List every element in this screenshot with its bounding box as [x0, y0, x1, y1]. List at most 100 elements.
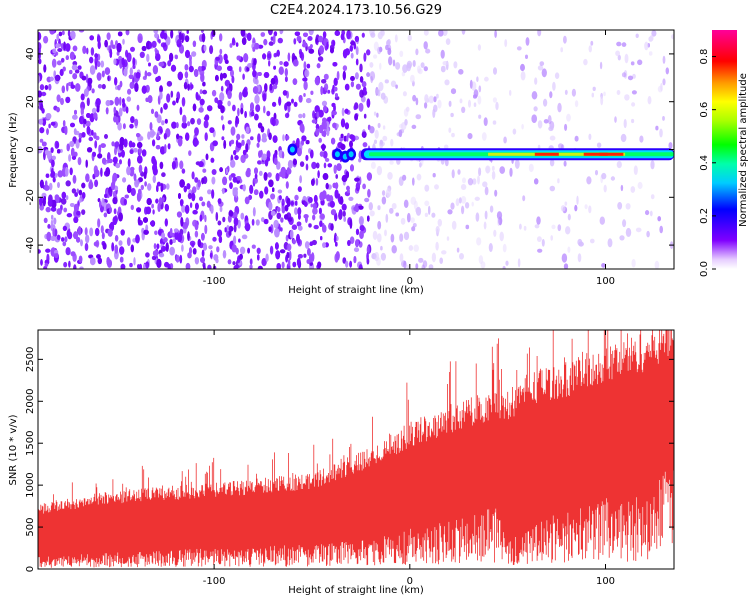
spectrogram-noise-cell: [44, 85, 49, 90]
spectrogram-noise-cell: [363, 52, 367, 62]
spectrogram-noise-cell: [577, 253, 582, 263]
spectrogram-noise-cell: [311, 178, 315, 186]
spectrogram-panel: -100 0 100 -40 -20 0 20 40 Height of straight l…: [8, 29, 675, 296]
spectrogram-noise-cell: [159, 91, 163, 100]
spectrogram-noise-cell: [624, 94, 630, 101]
spectrogram-noise-cell: [210, 157, 215, 163]
spectrogram-noise-cell: [69, 203, 75, 207]
spectrogram-noise-cell: [416, 173, 422, 181]
spectrogram-noise-cell: [262, 53, 267, 60]
spectrogram-noise-cell: [152, 250, 159, 257]
spectrogram-noise-cell: [303, 80, 308, 91]
spectrogram-noise-cell: [590, 238, 595, 244]
spectrogram-y-tick-label: 20: [25, 95, 36, 108]
spectrogram-noise-cell: [154, 111, 159, 118]
spectrogram-noise-cell: [170, 64, 177, 72]
spectrogram-noise-cell: [298, 95, 303, 103]
spectrogram-noise-cell: [50, 147, 54, 154]
spectrogram-noise-cell: [112, 44, 116, 49]
spectrogram-noise-cell: [268, 41, 274, 46]
spectrogram-noise-cell: [323, 73, 329, 80]
spectrogram-noise-cell: [398, 129, 403, 138]
spectrogram-noise-cell: [46, 150, 52, 160]
spectrogram-noise-cell: [390, 80, 397, 88]
spectrogram-noise-cell: [330, 223, 334, 231]
spectrogram-noise-cell: [620, 184, 624, 192]
spectrogram-noise-cell: [60, 57, 65, 63]
spectrogram-noise-cell: [536, 216, 541, 225]
spectrogram-noise-cell: [278, 96, 282, 106]
spectrogram-noise-cell: [333, 103, 336, 113]
spectrogram-noise-cell: [610, 176, 616, 181]
spectrogram-noise-cell: [525, 54, 528, 59]
spectrogram-noise-cell: [38, 249, 41, 254]
spectrogram-noise-cell: [133, 257, 136, 266]
spectrogram-noise-cell: [310, 203, 313, 208]
spectrogram-noise-cell: [292, 239, 296, 245]
spectrogram-noise-cell: [428, 264, 434, 269]
spectrogram-noise-cell: [112, 156, 118, 164]
spectrogram-noise-cell: [467, 133, 473, 140]
spectrogram-noise-cell: [120, 229, 125, 236]
spectrogram-noise-cell: [286, 197, 291, 207]
spectrogram-noise-cell: [423, 41, 428, 50]
spectrogram-noise-cell: [349, 45, 353, 52]
spectrogram-noise-cell: [380, 30, 385, 37]
spectrogram-noise-cell: [58, 31, 63, 37]
spectrogram-noise-cell: [330, 47, 334, 54]
spectrogram-noise-cell: [299, 161, 305, 168]
spectrogram-noise-cell: [211, 30, 216, 37]
spectrogram-noise-cell: [131, 142, 136, 148]
spectrogram-noise-cell: [120, 263, 126, 269]
spectrogram-noise-cell: [263, 72, 270, 78]
spectrogram-noise-cell: [384, 229, 387, 237]
spectrogram-noise-cell: [211, 189, 215, 199]
spectrogram-noise-cell: [477, 95, 482, 105]
spectrogram-noise-cell: [52, 228, 55, 237]
spectrogram-noise-cell: [251, 244, 256, 249]
spectrogram-noise-cell: [194, 230, 199, 238]
spectrogram-noise-cell: [143, 217, 148, 223]
spectrogram-noise-cell: [60, 198, 67, 205]
spectrogram-noise-cell: [179, 254, 183, 264]
spectrogram-noise-cell: [567, 213, 571, 221]
spectrogram-noise-cell: [122, 38, 125, 45]
spectrogram-noise-cell: [103, 212, 108, 218]
spectrogram-noise-cell: [600, 95, 604, 106]
spectrogram-noise-cell: [200, 257, 205, 263]
spectrogram-noise-cell: [350, 164, 354, 172]
signal-blob-core: [348, 151, 354, 158]
spectrogram-noise-cell: [476, 76, 479, 82]
spectrogram-noise-cell: [399, 50, 404, 57]
spectrogram-noise-cell: [332, 182, 337, 189]
spectrogram-noise-cell: [137, 142, 143, 149]
spectrogram-noise-cell: [132, 57, 136, 66]
spectrogram-noise-cell: [163, 103, 168, 110]
spectrogram-noise-cell: [141, 45, 147, 52]
spectrogram-noise-cell: [399, 233, 404, 242]
spectrogram-noise-cell: [61, 30, 65, 36]
spectrogram-noise-cell: [82, 45, 87, 54]
spectrogram-noise-cell: [534, 224, 540, 229]
spectrogram-noise-cell: [272, 101, 277, 107]
spectrogram-noise-cell: [117, 84, 121, 91]
spectrogram-noise-cell: [255, 104, 261, 113]
spectrogram-noise-cell: [386, 188, 392, 198]
spectrogram-noise-cell: [147, 131, 151, 140]
spectrogram-noise-cell: [305, 214, 308, 223]
spectrogram-noise-cell: [297, 186, 302, 193]
spectrogram-noise-cell: [537, 248, 543, 253]
spectrogram-noise-cell: [200, 30, 204, 33]
spectrogram-noise-cell: [83, 118, 87, 125]
spectrogram-noise-cell: [254, 42, 260, 50]
spectrogram-noise-cell: [224, 59, 229, 64]
spectrogram-noise-cell: [287, 159, 293, 169]
spectrogram-noise-cell: [87, 147, 93, 153]
spectrogram-noise-cell: [378, 81, 384, 92]
spectrogram-noise-cell: [411, 124, 417, 129]
spectrogram-noise-cell: [170, 30, 174, 39]
spectrogram-noise-cell: [319, 151, 324, 157]
spectrogram-noise-cell: [112, 216, 118, 226]
spectrogram-noise-cell: [55, 43, 61, 48]
colorbar-tick-label: 0.0: [699, 261, 710, 277]
